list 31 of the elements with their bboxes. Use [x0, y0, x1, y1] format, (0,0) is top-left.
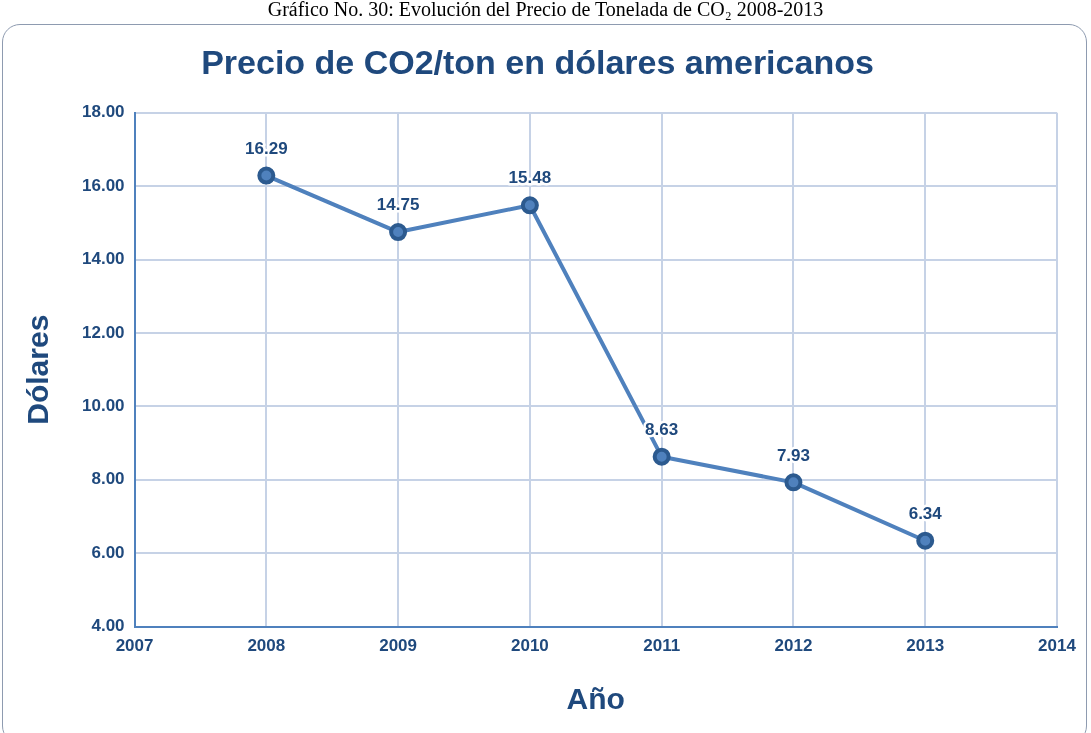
y-tick-label: 16.00 [81, 175, 125, 195]
data-label: 15.48 [508, 168, 552, 188]
point [520, 196, 539, 215]
y-tick-label: 14.00 [81, 249, 125, 269]
y-tick-label: 4.00 [91, 616, 125, 636]
y-tick-label: 10.00 [81, 396, 125, 416]
data-label: 16.29 [245, 138, 288, 158]
x-tick-label: 2013 [906, 636, 945, 656]
y-tick-label: 8.00 [91, 469, 125, 489]
data-label: 14.75 [376, 195, 420, 215]
point [257, 166, 276, 185]
point [652, 447, 671, 466]
point [389, 223, 408, 242]
x-tick-label: 2014 [1038, 636, 1077, 656]
y-tick-label: 12.00 [81, 322, 125, 342]
x-tick-label: 2010 [510, 636, 549, 656]
x-tick-label: 2007 [115, 636, 154, 656]
y-tick-label: 6.00 [91, 542, 125, 562]
x-axis-title: Año [566, 682, 625, 716]
data-label: 7.93 [776, 445, 810, 465]
point [784, 473, 803, 492]
point [916, 531, 935, 550]
x-tick-label: 2012 [774, 636, 813, 656]
x-tick-label: 2008 [247, 636, 286, 656]
y-axis-title: Dólares [21, 314, 55, 425]
y-tick-label: 18.00 [81, 102, 125, 122]
data-label: 6.34 [908, 503, 943, 523]
chart-title: Precio de CO2/ton en dólares americanos [201, 42, 874, 81]
x-tick-label: 2009 [379, 636, 418, 656]
chart-subtitle: Gráfico No. 30: Evolución del Precio de Tonelada de CO₂ 2008-2013 [266, 0, 825, 20]
x-tick-label: 2011 [643, 636, 681, 656]
